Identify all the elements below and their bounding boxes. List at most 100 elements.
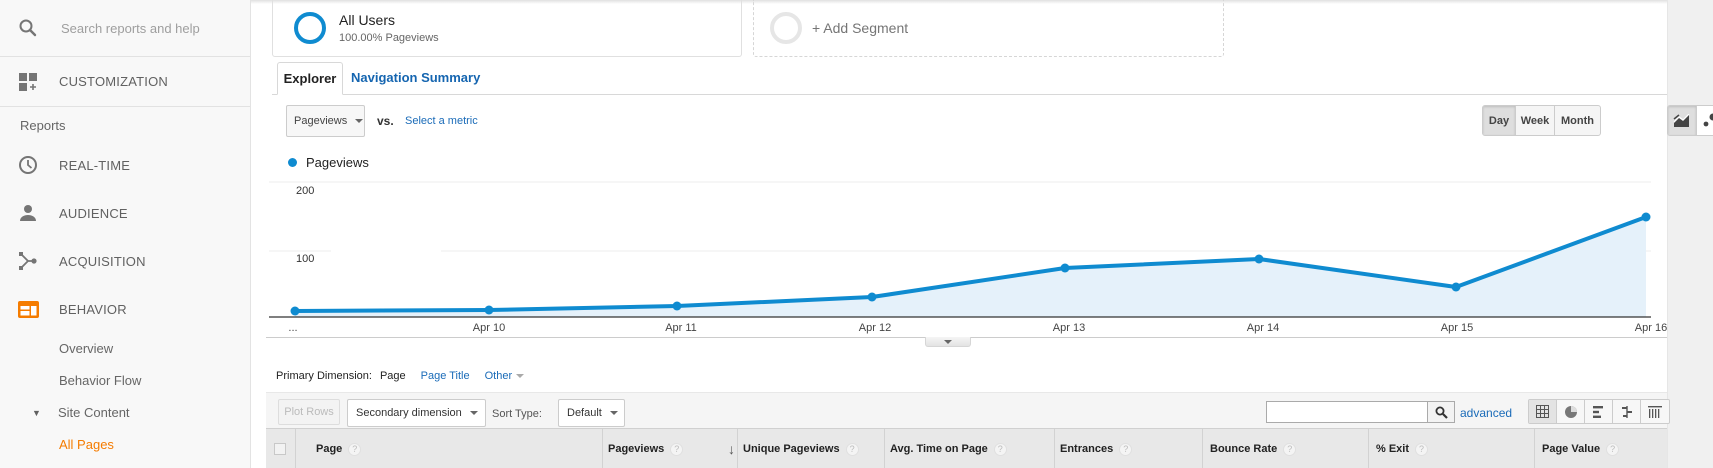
sidebar-item-label: REAL-TIME	[59, 157, 131, 173]
acquisition-icon	[0, 251, 59, 271]
column-header-page[interactable]: Page?	[296, 429, 603, 468]
column-label: Entrances	[1060, 443, 1114, 455]
add-segment-button[interactable]: + Add Segment	[753, 0, 1224, 57]
select-metric-link[interactable]: Select a metric	[405, 115, 478, 127]
help-icon[interactable]: ?	[1283, 442, 1297, 456]
primary-dimension-bar: Primary Dimension: Page Page Title Other	[276, 370, 525, 382]
day-button[interactable]: Day	[1483, 106, 1516, 135]
grid-icon	[1536, 405, 1549, 418]
dimension-page[interactable]: Page	[379, 370, 406, 382]
sidebar-item-behavior-flow[interactable]: Behavior Flow	[59, 373, 142, 388]
help-icon[interactable]: ?	[1119, 442, 1133, 456]
line-chart-button[interactable]	[1668, 106, 1697, 135]
pie-view-button[interactable]	[1557, 400, 1585, 423]
segment-title: All Users	[339, 12, 396, 28]
week-button[interactable]: Week	[1516, 106, 1555, 135]
plot-rows-button[interactable]: Plot Rows	[278, 399, 340, 425]
chart-legend: Pageviews	[288, 155, 369, 170]
caret-down-icon	[516, 374, 525, 378]
segment-ring-icon	[294, 12, 326, 44]
caret-down-icon	[609, 411, 618, 415]
table-view-toggle	[1528, 399, 1670, 424]
motion-chart-icon	[1703, 113, 1713, 126]
column-header-unique-pageviews[interactable]: Unique Pageviews?	[738, 429, 885, 468]
triangle-down-icon: ▼	[32, 408, 41, 418]
pivot-icon	[1648, 405, 1662, 418]
legend-dot-icon	[288, 158, 297, 167]
select-all-checkbox[interactable]	[274, 443, 286, 455]
tab-explorer[interactable]: Explorer	[277, 62, 343, 95]
help-icon[interactable]: ?	[845, 442, 859, 456]
search-input[interactable]	[61, 20, 231, 36]
person-icon	[0, 203, 59, 223]
sidebar-item-label: Site Content	[58, 405, 130, 420]
column-header-pageviews[interactable]: Pageviews? ↓	[603, 429, 738, 468]
metric-dropdown-value: Pageviews	[294, 115, 348, 127]
sidebar-search	[0, 0, 250, 57]
x-tick: ...	[288, 322, 298, 334]
sidebar-item-label: AUDIENCE	[59, 205, 128, 221]
legend-label: Pageviews	[306, 155, 369, 170]
month-button[interactable]: Month	[1561, 114, 1594, 127]
column-header-page-value[interactable]: Page Value?	[1535, 429, 1667, 468]
x-tick: Apr 14	[1246, 322, 1280, 334]
dimension-other-dropdown[interactable]: Other	[485, 370, 525, 382]
column-label: Unique Pageviews	[743, 443, 840, 455]
sort-type-label: Sort Type:	[492, 408, 542, 420]
column-header-avg-time[interactable]: Avg. Time on Page?	[885, 429, 1055, 468]
sidebar-item-label: BEHAVIOR	[59, 301, 127, 317]
filter-search-button[interactable]	[1427, 401, 1455, 423]
report-tabs: Explorer Navigation Summary	[272, 62, 1667, 95]
sidebar-item-overview[interactable]: Overview	[59, 341, 114, 356]
help-icon[interactable]: ?	[1415, 442, 1429, 456]
period-toggle: Day Week Month	[1482, 105, 1601, 136]
caret-down-icon	[469, 411, 478, 415]
vs-label: vs.	[377, 114, 394, 128]
sort-descending-icon: ↓	[728, 441, 735, 457]
tab-navigation-summary[interactable]: Navigation Summary	[351, 70, 481, 85]
sort-type-dropdown[interactable]: Default	[558, 399, 625, 427]
sidebar-item-customization[interactable]: CUSTOMIZATION	[0, 57, 250, 107]
sidebar-item-realtime[interactable]: REAL-TIME	[0, 141, 250, 189]
chart-line	[294, 215, 1647, 313]
performance-view-button[interactable]	[1585, 400, 1613, 423]
data-table-view-button[interactable]	[1529, 400, 1557, 423]
column-label: Pageviews	[608, 443, 665, 455]
pivot-view-button[interactable]	[1641, 400, 1669, 423]
sidebar-item-label: ACQUISITION	[59, 253, 146, 269]
behavior-icon	[0, 300, 59, 318]
x-tick: Apr 11	[665, 322, 697, 334]
column-header-entrances[interactable]: Entrances?	[1055, 429, 1203, 468]
search-icon	[1435, 406, 1448, 419]
sidebar-item-audience[interactable]: AUDIENCE	[0, 189, 250, 237]
metric-dropdown[interactable]: Pageviews	[286, 105, 365, 137]
help-icon[interactable]: ?	[1606, 442, 1620, 456]
bar-chart-icon	[1592, 405, 1603, 418]
header-shadow	[251, 0, 1667, 4]
sort-type-value: Default	[567, 407, 602, 419]
sidebar-item-all-pages[interactable]: All Pages	[59, 437, 114, 452]
motion-chart-button[interactable]	[1697, 106, 1713, 135]
secondary-dimension-dropdown[interactable]: Secondary dimension	[347, 399, 486, 427]
dimension-other-label: Other	[484, 370, 513, 382]
column-label: Page	[316, 443, 343, 455]
dashboard-add-icon	[0, 72, 59, 92]
advanced-filter-link[interactable]: advanced	[1460, 406, 1513, 420]
pageviews-chart[interactable]	[251, 160, 1671, 350]
column-header-bounce-rate[interactable]: Bounce Rate?	[1203, 429, 1369, 468]
caret-down-icon	[355, 119, 364, 123]
table-filter-input[interactable]	[1266, 401, 1428, 423]
comparison-icon	[1621, 405, 1632, 418]
sidebar-item-acquisition[interactable]: ACQUISITION	[0, 237, 250, 285]
collapse-chart-button[interactable]	[925, 337, 971, 347]
segment-all-users[interactable]: All Users 100.00% Pageviews	[272, 0, 742, 57]
column-header-exit[interactable]: % Exit?	[1369, 429, 1535, 468]
help-icon[interactable]: ?	[670, 442, 684, 456]
help-icon[interactable]: ?	[993, 442, 1007, 456]
x-tick: Apr 10	[472, 322, 506, 334]
help-icon[interactable]: ?	[348, 442, 362, 456]
sidebar-item-site-content[interactable]: ▼ Site Content	[0, 397, 250, 429]
sidebar-item-behavior[interactable]: BEHAVIOR	[0, 285, 250, 333]
dimension-page-title[interactable]: Page Title	[420, 370, 470, 382]
comparison-view-button[interactable]	[1613, 400, 1641, 423]
